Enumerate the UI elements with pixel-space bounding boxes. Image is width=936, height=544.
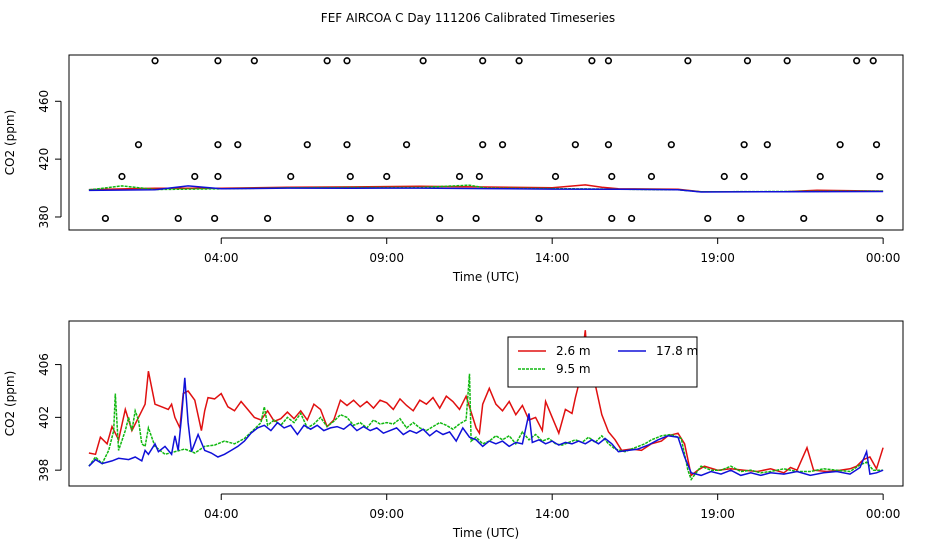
x-tick-label: 19:00 [700, 251, 735, 265]
data-point [214, 172, 222, 181]
data-point [118, 172, 126, 181]
data-point [704, 214, 712, 223]
plot-frame [68, 320, 904, 487]
data-point [323, 57, 331, 65]
plot-frame [68, 54, 904, 231]
chart-title: FEF AIRCOA C Day 111206 Calibrated Times… [321, 11, 615, 25]
data-point [740, 172, 748, 181]
data-point [608, 172, 616, 181]
data-point [151, 57, 159, 65]
data-point [816, 172, 824, 181]
data-point [740, 141, 748, 149]
y-axis-label: CO2 (ppm) [3, 110, 17, 176]
x-tick-label: 19:00 [700, 507, 735, 521]
y-tick-label: 380 [37, 206, 51, 229]
data-point [346, 172, 354, 181]
series-line [88, 377, 884, 477]
x-tick-label: 09:00 [369, 251, 404, 265]
y-tick-label: 406 [37, 353, 51, 376]
series-line [88, 185, 884, 193]
data-point [174, 214, 182, 223]
data-point [343, 141, 351, 149]
data-point [472, 214, 480, 223]
data-point [853, 57, 861, 65]
x-tick-label: 04:00 [204, 507, 239, 521]
data-point [436, 214, 444, 223]
y-tick-label: 460 [37, 90, 51, 113]
data-point [303, 141, 311, 149]
data-point [366, 214, 374, 223]
data-point [836, 141, 844, 149]
y-tick-label: 420 [37, 148, 51, 171]
data-point [479, 57, 487, 65]
data-point [419, 57, 427, 65]
data-point [211, 214, 219, 223]
data-point [628, 214, 636, 223]
data-point [343, 57, 351, 65]
x-axis-label: Time (UTC) [452, 270, 519, 284]
y-axis-label: CO2 (ppm) [3, 371, 17, 437]
x-tick-label: 09:00 [369, 507, 404, 521]
data-point [101, 214, 110, 223]
data-point [479, 141, 487, 149]
data-point [515, 57, 523, 65]
data-point [402, 141, 411, 149]
data-point [191, 172, 199, 181]
x-tick-label: 00:00 [866, 251, 901, 265]
x-tick-label: 00:00 [866, 507, 901, 521]
series-line [88, 330, 884, 477]
data-point [720, 172, 728, 181]
data-point [287, 172, 295, 181]
data-point [571, 141, 579, 149]
x-axis-label: Time (UTC) [452, 526, 519, 540]
data-point [498, 141, 507, 149]
x-tick-label: 14:00 [535, 507, 570, 521]
data-point [383, 172, 391, 181]
data-point [234, 141, 242, 149]
data-point [588, 57, 596, 65]
data-point [551, 172, 560, 181]
top-panel: 04:00 09:00 14:00 19:00 00:00 Time (UTC) 380 42… [3, 54, 904, 284]
data-point [800, 214, 808, 223]
data-point [684, 57, 692, 65]
data-point [667, 141, 675, 149]
data-point [743, 57, 752, 65]
data-point [608, 214, 616, 223]
data-point [604, 57, 613, 65]
data-point [876, 214, 884, 223]
legend-box [507, 336, 698, 388]
data-point [250, 57, 258, 65]
data-point [263, 214, 272, 223]
data-point [604, 141, 613, 149]
data-point [783, 57, 791, 65]
data-point [346, 214, 354, 223]
data-point [455, 172, 464, 181]
y-tick-label: 398 [37, 459, 51, 482]
data-point [872, 141, 881, 149]
data-point [535, 214, 543, 223]
data-point [475, 172, 483, 181]
legend-label: 17.8 m [656, 344, 698, 358]
x-tick-label: 14:00 [535, 251, 570, 265]
data-point [647, 172, 656, 181]
legend-label: 2.6 m [556, 344, 591, 358]
bottom-panel: 04:00 09:00 14:00 19:00 00:00 Time (UTC) 398 40… [3, 320, 904, 540]
data-point [214, 141, 222, 149]
series-line [88, 373, 884, 481]
data-point [763, 141, 771, 149]
data-point [869, 57, 877, 65]
legend-label: 9.5 m [556, 362, 591, 376]
data-point [876, 172, 884, 181]
x-tick-label: 04:00 [204, 251, 239, 265]
data-point [214, 57, 222, 65]
data-point [737, 214, 745, 223]
y-tick-label: 402 [37, 406, 51, 429]
data-point [134, 141, 143, 149]
